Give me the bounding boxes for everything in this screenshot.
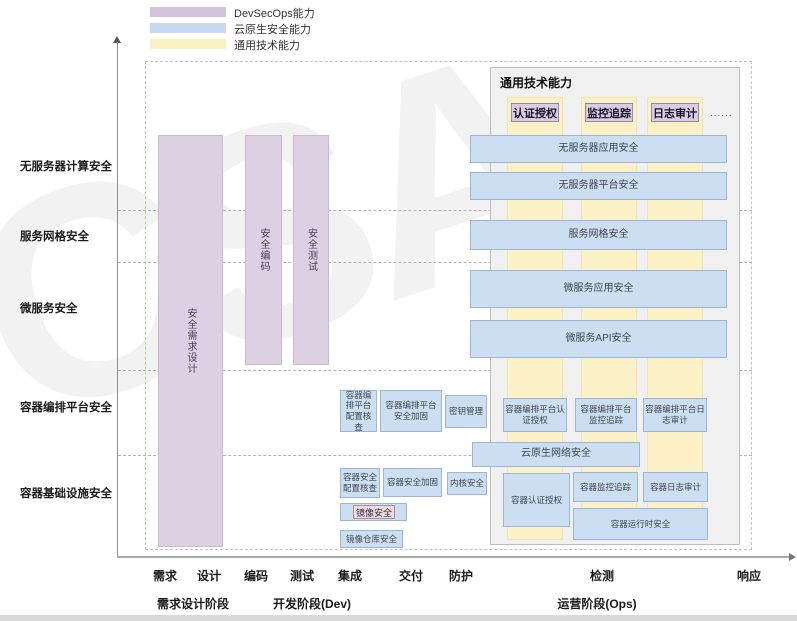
bar-security-requirement-design: 安全需求设计 — [158, 135, 223, 547]
y-axis-line — [117, 42, 118, 557]
plot-frame — [145, 61, 752, 550]
bar-security-testing: 安全测试 — [293, 135, 329, 365]
box-container-authn: 容器认证授权 — [503, 473, 570, 527]
row-divider-3 — [118, 370, 752, 371]
box-orchestration-audit: 容器编排平台日志审计 — [643, 398, 707, 432]
x-step-response: 响应 — [736, 569, 762, 583]
box-serverless-app-security: 无服务器应用安全 — [470, 135, 727, 163]
box-serverless-platform-security: 无服务器平台安全 — [470, 172, 727, 200]
x-step-detection: 检测 — [589, 569, 615, 583]
header-monitor: 监控追踪 — [585, 103, 633, 122]
legend-swatch-general — [150, 39, 226, 49]
header-authn: 认证授权 — [511, 103, 559, 122]
legend-label-cloudnative: 云原生安全能力 — [234, 24, 311, 36]
bar-secure-coding: 安全编码 — [245, 135, 282, 365]
box-service-mesh-security: 服务网格安全 — [470, 220, 727, 250]
box-microservice-api-security: 微服务API安全 — [470, 320, 727, 358]
row-divider-1 — [118, 210, 752, 211]
box-image-registry-security: 镜像仓库安全 — [340, 530, 403, 548]
box-cloud-native-network-security: 云原生网络安全 — [472, 442, 640, 467]
more-capabilities-dots: ...... — [710, 108, 733, 119]
x-step-integration: 集成 — [337, 569, 363, 583]
box-container-hardening: 容器安全加固 — [383, 468, 442, 497]
box-container-audit: 容器日志审计 — [643, 472, 708, 502]
legend-label-general: 通用技术能力 — [234, 40, 300, 52]
box-orchestration-monitor: 容器编排平台监控追踪 — [575, 398, 637, 432]
header-audit: 日志审计 — [651, 103, 699, 122]
x-step-delivery: 交付 — [398, 569, 424, 583]
box-microservice-app-security: 微服务应用安全 — [470, 270, 727, 308]
row-divider-4 — [118, 455, 752, 456]
x-axis-arrow-icon — [789, 553, 796, 561]
x-step-design: 设计 — [196, 569, 222, 583]
box-orchestration-hardening: 容器编排平台安全加固 — [380, 390, 442, 432]
y-category-microservice: 微服务安全 — [20, 303, 78, 315]
legend-label-devsecops: DevSecOps能力 — [234, 8, 315, 20]
y-category-orchestration: 容器编排平台安全 — [20, 402, 112, 414]
yellow-column-audit — [647, 97, 703, 540]
y-category-service-mesh: 服务网格安全 — [20, 231, 89, 243]
x-step-protection: 防护 — [448, 569, 474, 583]
box-container-monitor: 容器监控追踪 — [573, 472, 638, 502]
box-container-config-check: 容器安全配置核查 — [340, 468, 380, 498]
box-key-management: 密钥管理 — [445, 395, 487, 428]
box-kernel-security: 内核安全 — [447, 472, 487, 495]
phase-requirement-design: 需求设计阶段 — [156, 597, 230, 611]
x-axis-line — [117, 556, 789, 558]
legend-swatch-cloudnative — [150, 23, 226, 33]
y-axis-arrow-icon — [113, 36, 121, 43]
box-orchestration-config-check: 容器编排平台配置核查 — [340, 390, 377, 432]
x-step-testing: 测试 — [289, 569, 315, 583]
box-orchestration-authn: 容器编排平台认证授权 — [503, 398, 567, 432]
legend-swatch-devsecops — [150, 7, 226, 17]
row-divider-2 — [118, 262, 752, 263]
phase-dev: 开发阶段(Dev) — [272, 597, 352, 611]
y-category-infrastructure: 容器基础设施安全 — [20, 488, 112, 500]
x-step-coding: 编码 — [243, 569, 269, 583]
general-panel-title: 通用技术能力 — [500, 76, 573, 90]
box-container-runtime-security: 容器运行时安全 — [573, 508, 708, 540]
bottom-strip — [0, 615, 797, 621]
y-category-serverless: 无服务器计算安全 — [20, 161, 112, 173]
x-step-requirement: 需求 — [152, 569, 178, 583]
phase-ops: 运营阶段(Ops) — [557, 597, 637, 611]
box-image-security: 镜像安全 — [353, 505, 395, 519]
